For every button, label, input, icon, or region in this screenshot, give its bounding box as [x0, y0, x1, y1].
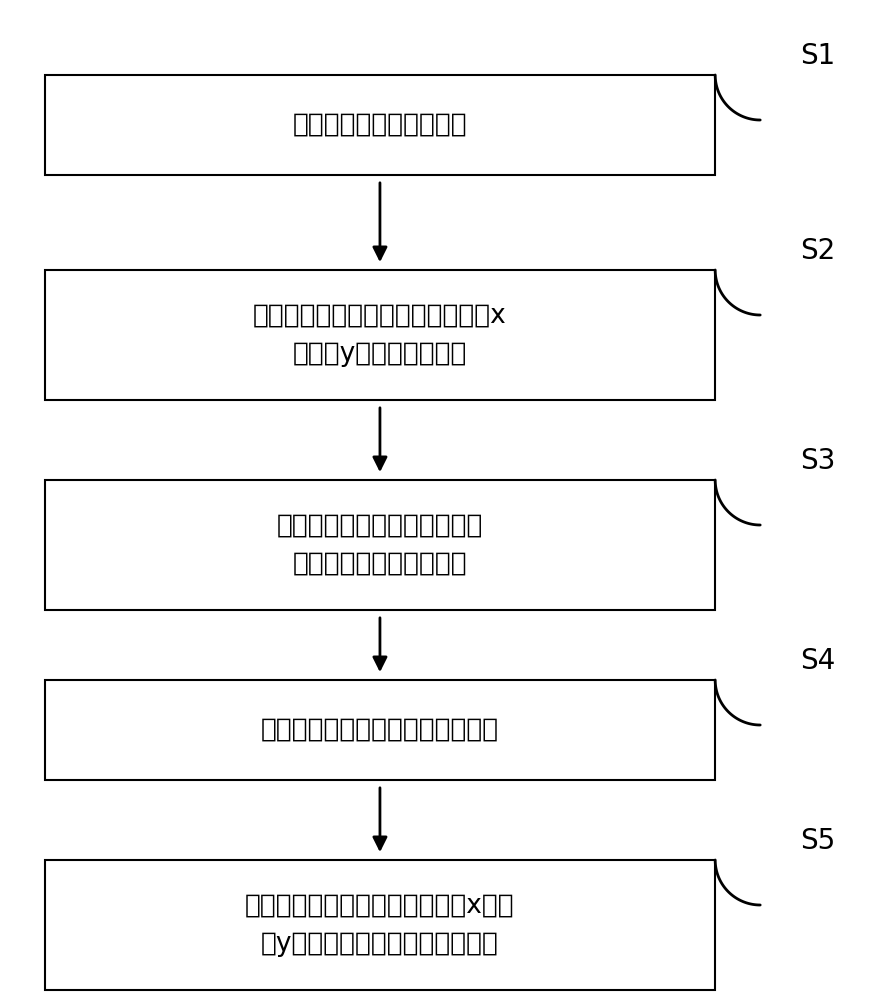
Text: S3: S3: [800, 447, 836, 475]
FancyBboxPatch shape: [45, 75, 715, 175]
Text: S5: S5: [800, 827, 835, 855]
Text: 再次切割待切割晶体，并再次定向: 再次切割待切割晶体，并再次定向: [261, 717, 499, 743]
FancyBboxPatch shape: [45, 680, 715, 780]
Text: S2: S2: [800, 237, 835, 265]
FancyBboxPatch shape: [45, 480, 715, 610]
Text: S4: S4: [800, 647, 835, 675]
Text: 利用手动调节弧摇台和自准直: 利用手动调节弧摇台和自准直: [277, 513, 483, 539]
Text: 仪调整待切割晶体的角度: 仪调整待切割晶体的角度: [292, 551, 468, 577]
Text: S1: S1: [800, 42, 835, 70]
FancyBboxPatch shape: [45, 860, 715, 990]
Text: 判断再次切割后的待切割晶体在x方向: 判断再次切割后的待切割晶体在x方向: [245, 893, 515, 919]
Text: 切割晶体，并进行初次定向，获取x: 切割晶体，并进行初次定向，获取x: [253, 303, 507, 329]
Text: 安装待切割晶体，并固定: 安装待切割晶体，并固定: [292, 112, 468, 138]
FancyBboxPatch shape: [45, 270, 715, 400]
Text: 和y方吩的角度偏差是否满足要求: 和y方吩的角度偏差是否满足要求: [261, 931, 499, 957]
Text: 方向和y方向的角度偏差: 方向和y方向的角度偏差: [292, 341, 468, 367]
